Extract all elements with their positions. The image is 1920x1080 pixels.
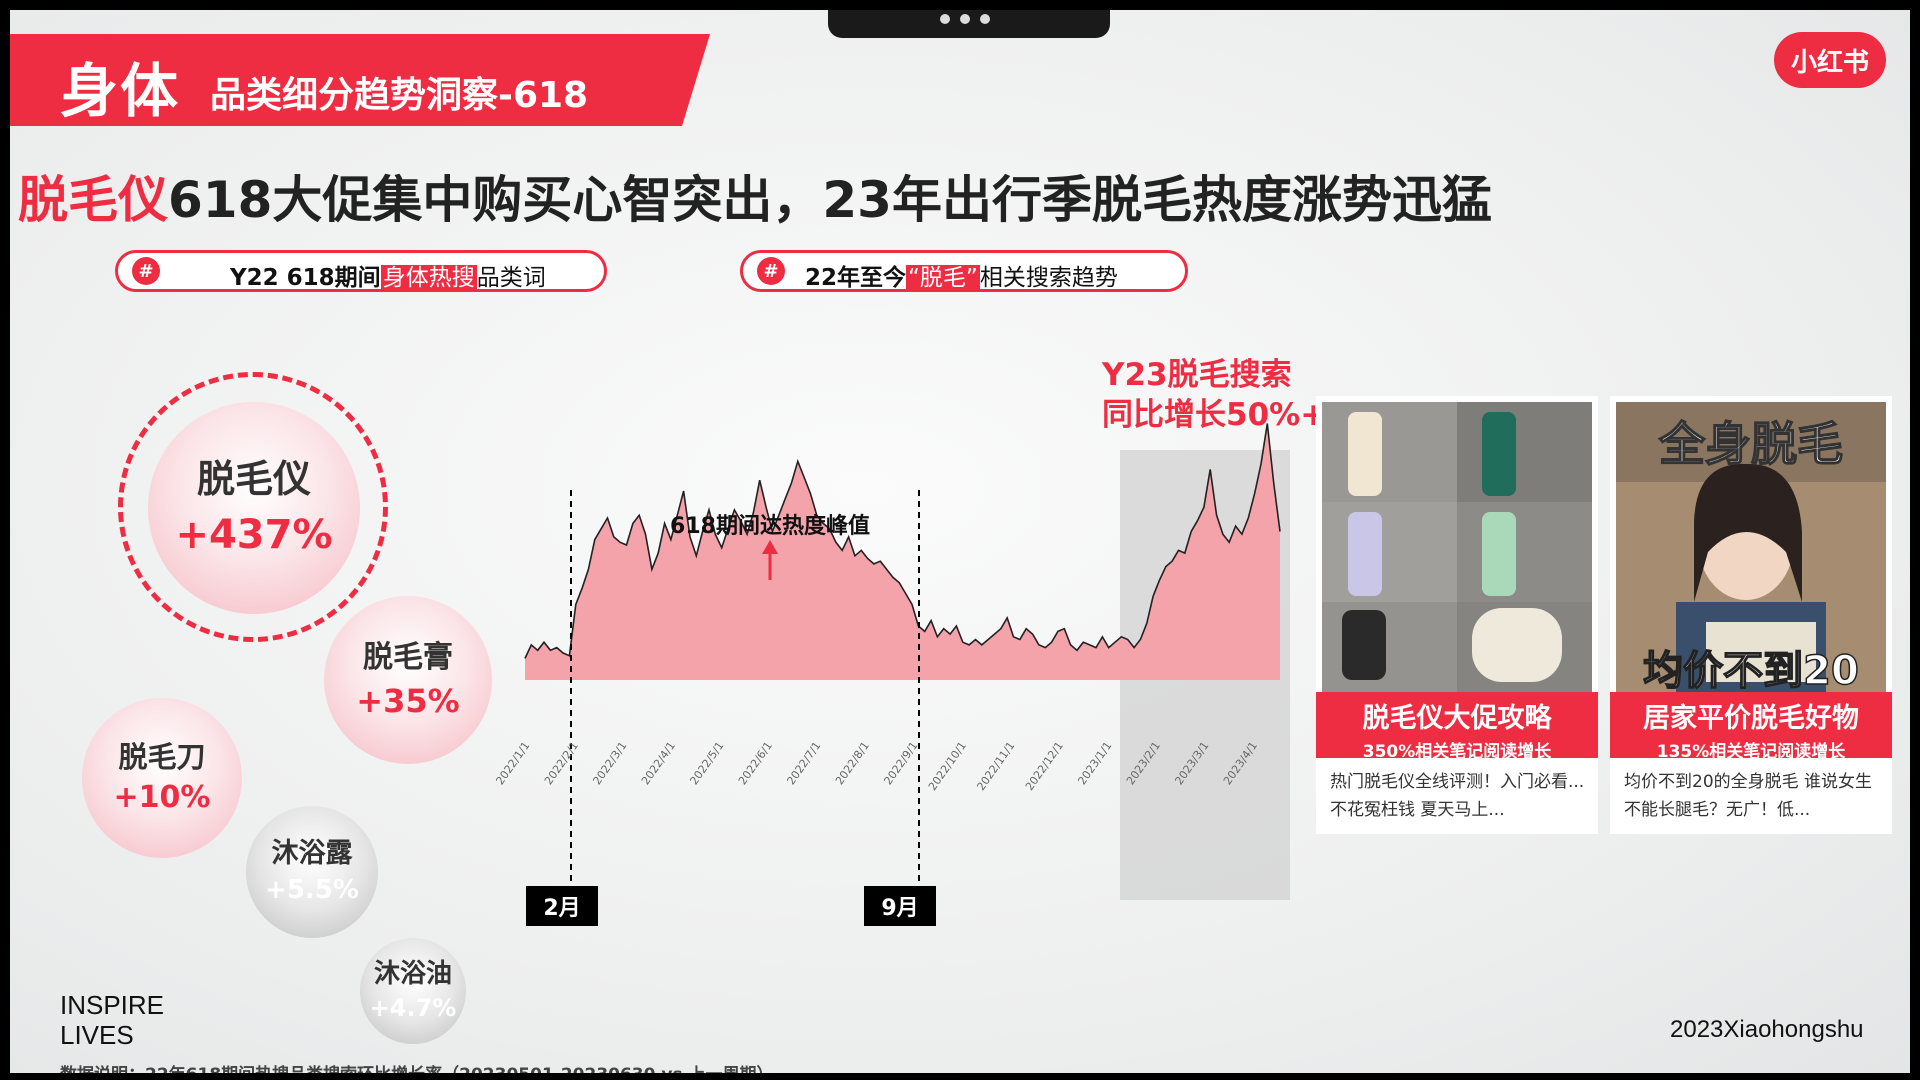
x-tick-label: 2022/5/1 xyxy=(687,739,726,787)
copyright: 2023Xiaohongshu xyxy=(1670,1016,1864,1043)
data-note: 数据说明：22年618期间热搜品类搜索环比增长率（20230501-202306… xyxy=(60,1060,774,1073)
page-subtitle: 品类细分趋势洞察-618 xyxy=(210,75,589,116)
search-trend-chart: 2022/1/1 2022/2/1 2022/3/1 2022/4/1 2022/5/1… xyxy=(493,423,1290,900)
bubble-label: 沐浴油 xyxy=(373,959,452,989)
card-title: 脱毛仪大促攻略 xyxy=(1362,703,1552,734)
bubble-value: +35% xyxy=(356,681,460,720)
bubble-hair-removal-device: 脱毛仪 +437% xyxy=(148,402,360,614)
photo-overlay-bottom: 均价不到20 xyxy=(1643,648,1859,692)
x-tick-label: 2022/4/1 xyxy=(639,739,678,787)
window-handle[interactable] xyxy=(828,10,1110,38)
card-description: 热门脱毛仪全线评测！入门必看...不花冤枉钱 夏天马上... xyxy=(1330,772,1585,820)
card-banner: 脱毛仪大促攻略 350%相关笔记阅读增长 xyxy=(1316,692,1598,762)
card-subtitle: 350%相关笔记阅读增长 xyxy=(1362,742,1552,762)
title-banner: 身体 品类细分趋势洞察-618 xyxy=(10,34,710,126)
slide: 身体 品类细分趋势洞察-618 小红书 脱毛仪618大促集中购买心智突出，23年… xyxy=(10,10,1910,1073)
card-banner: 居家平价脱毛好物 135%相关笔记阅读增长 xyxy=(1610,692,1892,762)
x-tick-label: 2022/3/1 xyxy=(590,739,629,787)
x-tick-label: 2022/11/1 xyxy=(974,739,1017,793)
headline-highlight: 脱毛仪 xyxy=(18,171,168,229)
x-tick-label: 2022/8/1 xyxy=(833,739,872,787)
bubble-body-oil: 沐浴油 +4.7% xyxy=(360,938,466,1044)
tag-suffix: 相关搜索趋势 xyxy=(979,265,1118,291)
x-tick-label: 2022/9/1 xyxy=(881,739,920,787)
page-title: 身体 xyxy=(60,57,181,125)
start-month-label: 2月 xyxy=(526,886,598,926)
headline: 脱毛仪618大促集中购买心智突出，23年出行季脱毛热度涨势迅猛 xyxy=(18,160,1492,232)
bubble-value: +4.7% xyxy=(369,994,457,1023)
y23-callout: Y23脱毛搜索 同比增长50%+ xyxy=(1102,355,1326,435)
y23-callout-line2: 同比增长50%+ xyxy=(1102,397,1327,433)
peak-annotation: 618期间达热度峰值 xyxy=(670,513,870,539)
card-description: 均价不到20的全身脱毛 谁说女生不能长腿毛？无广！低... xyxy=(1624,772,1873,820)
x-tick-label: 2022/6/1 xyxy=(736,739,775,787)
x-tick-label: 2022/7/1 xyxy=(784,739,823,787)
card-subtitle: 135%相关笔记阅读增长 xyxy=(1656,742,1846,762)
headline-text: 618大促集中购买心智突出，23年出行季脱毛热度涨势迅猛 xyxy=(168,171,1492,229)
tag-hot-search: # Y22 618期间身体热搜品类词 xyxy=(115,250,607,292)
x-tick-label: 2022/2/1 xyxy=(542,739,581,787)
bubble-hair-removal-cream: 脱毛膏 +35% xyxy=(324,596,492,764)
bubble-body-wash: 沐浴露 +5.5% xyxy=(246,806,378,938)
bubble-value: +5.5% xyxy=(265,874,359,905)
note-card-device-guide[interactable]: 脱毛仪大促攻略 350%相关笔记阅读增长 热门脱毛仪全线评测！入门必看...不花… xyxy=(1316,396,1598,834)
series-line xyxy=(524,423,1281,659)
tag-label: 22年至今“脱毛”相关搜索趋势 xyxy=(805,258,1118,292)
bubble-value: +437% xyxy=(175,511,333,558)
x-tick-label: 2022/10/1 xyxy=(926,739,969,793)
product-photo: 全身脱毛 均价不到20 xyxy=(1616,402,1886,692)
slogan: INSPIRE LIVES xyxy=(60,990,164,1050)
note-card-affordable-picks[interactable]: 全身脱毛 均价不到20 居家平价脱毛好物 135%相关笔记阅读增长 均价不到20… xyxy=(1610,396,1892,834)
bubble-label: 脱毛仪 xyxy=(196,457,311,502)
bubble-razor: 脱毛刀 +10% xyxy=(82,698,242,858)
more-options-icon[interactable] xyxy=(940,14,990,24)
bubble-value: +10% xyxy=(113,780,211,816)
photo-overlay-top: 全身脱毛 xyxy=(1658,417,1843,471)
x-tick-label: 2023/1/1 xyxy=(1075,739,1114,787)
peak-arrow-icon xyxy=(762,540,778,580)
bubble-ring xyxy=(118,372,388,642)
hashtag-icon: # xyxy=(757,257,785,285)
series-area xyxy=(525,423,1280,680)
peak-arrow-head xyxy=(762,540,778,554)
bubble-label: 脱毛刀 xyxy=(118,739,206,774)
tag-prefix: Y22 618期间 xyxy=(230,265,381,291)
tag-search-trend: # 22年至今“脱毛”相关搜索趋势 xyxy=(740,250,1188,292)
brand-logo: 小红书 xyxy=(1774,32,1886,88)
tag-suffix: 品类词 xyxy=(476,265,546,291)
bubble-label: 脱毛膏 xyxy=(363,639,453,675)
tag-highlight: 身体热搜 xyxy=(380,265,477,291)
bubble-label: 沐浴露 xyxy=(271,838,353,870)
tag-highlight: “脱毛” xyxy=(906,265,980,291)
tag-prefix: 22年至今 xyxy=(805,265,907,291)
product-photo xyxy=(1322,402,1592,692)
card-title: 居家平价脱毛好物 xyxy=(1643,703,1859,734)
slogan-line2: LIVES xyxy=(60,1020,134,1050)
y23-callout-line1: Y23脱毛搜索 xyxy=(1102,357,1292,393)
x-tick-label: 2022/1/1 xyxy=(493,739,532,787)
tag-label: Y22 618期间身体热搜品类词 xyxy=(230,258,546,292)
slogan-line1: INSPIRE xyxy=(60,990,165,1020)
x-tick-label: 2022/12/1 xyxy=(1023,739,1066,793)
end-month-label: 9月 xyxy=(864,886,936,926)
hashtag-icon: # xyxy=(132,257,160,285)
